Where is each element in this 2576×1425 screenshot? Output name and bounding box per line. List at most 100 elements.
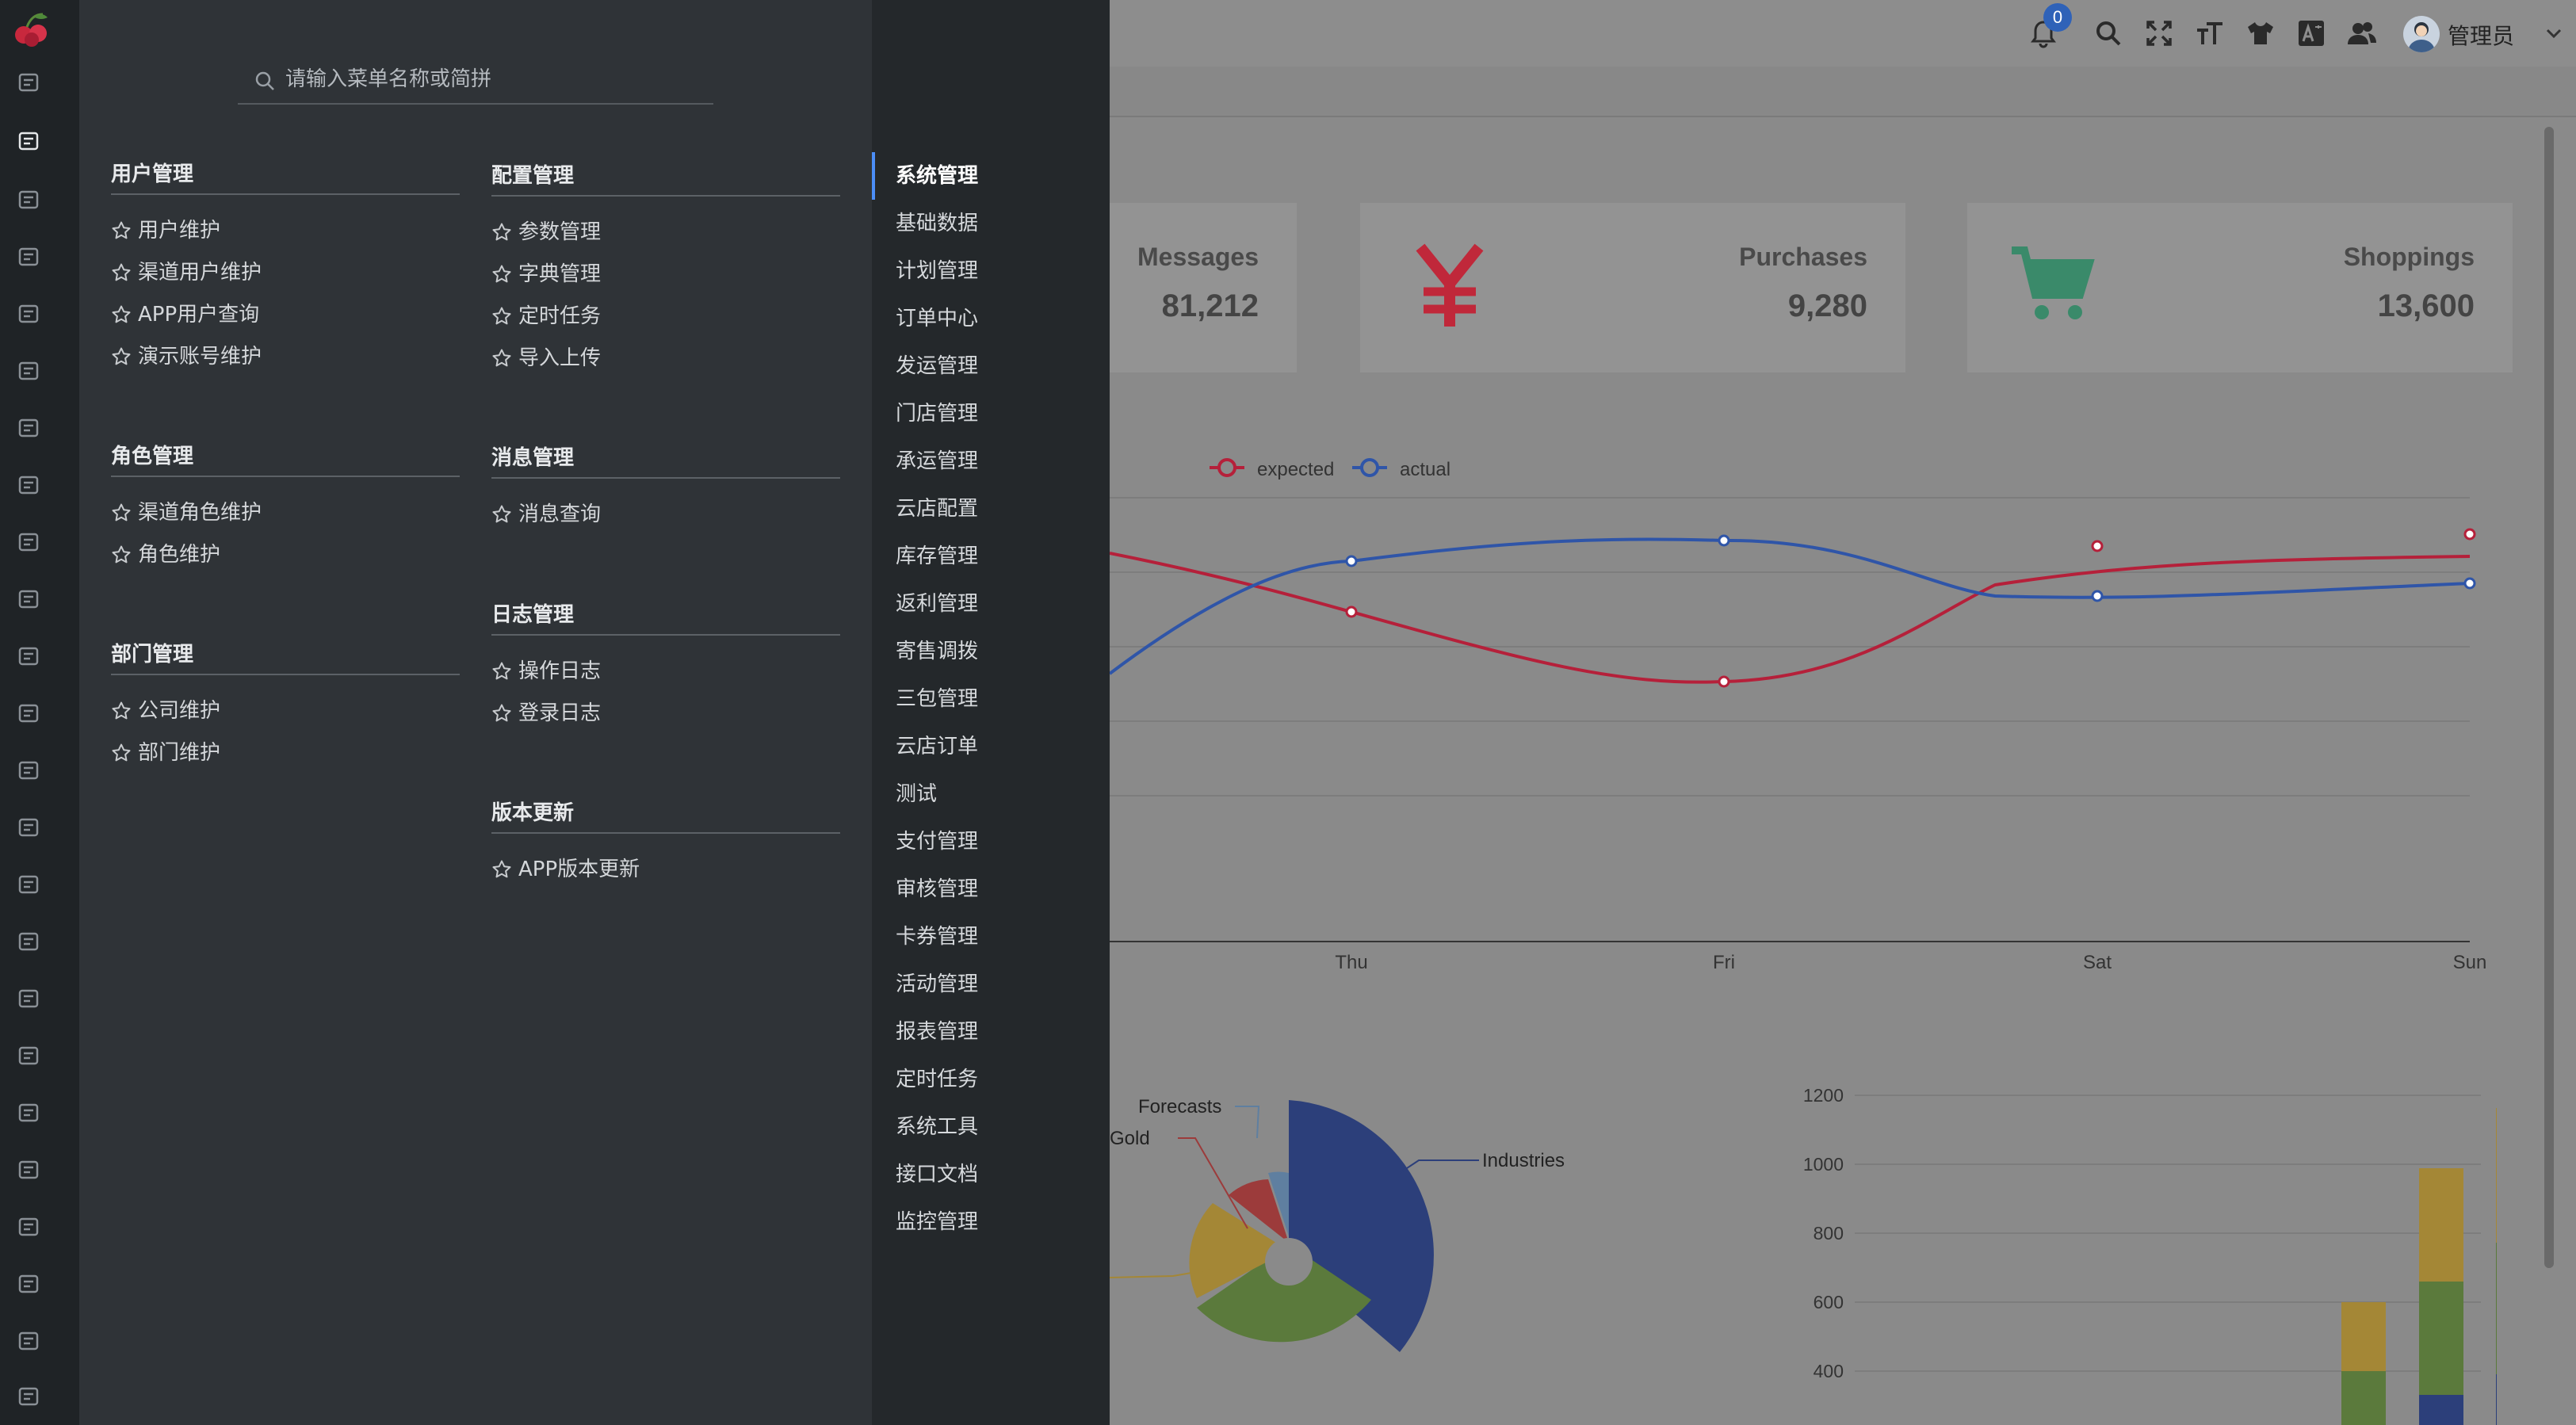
avatar[interactable] (2403, 16, 2440, 52)
tag-icon[interactable] (14, 1041, 43, 1070)
clock-icon[interactable] (14, 1213, 43, 1241)
category-item[interactable]: 审核管理 (896, 877, 979, 901)
menu-item[interactable]: 消息查询 (491, 502, 840, 544)
menu-item[interactable]: 字典管理 (491, 262, 840, 304)
star-icon[interactable] (111, 346, 132, 367)
star-icon[interactable] (491, 348, 512, 369)
file-icon[interactable] (14, 642, 43, 670)
menu-item[interactable]: 登录日志 (491, 701, 840, 743)
refresh-icon[interactable] (14, 870, 43, 899)
monitor-icon[interactable] (14, 1382, 43, 1411)
category-item[interactable]: 返利管理 (896, 592, 979, 616)
star-icon[interactable] (111, 502, 132, 523)
star-icon[interactable] (491, 264, 512, 285)
font-size-icon[interactable] (2194, 17, 2226, 49)
category-item[interactable]: 承运管理 (896, 449, 979, 473)
tag-hand-icon[interactable] (14, 756, 43, 785)
stat-card-shoppings[interactable]: Shoppings 13,600 (1967, 203, 2513, 372)
cloud-icon[interactable] (14, 813, 43, 842)
users-icon[interactable] (2346, 17, 2378, 49)
stat-card-purchases[interactable]: Purchases 9,280 (1360, 203, 1905, 372)
star-icon[interactable] (111, 701, 132, 721)
category-item[interactable]: 卡券管理 (896, 925, 979, 949)
fullscreen-icon[interactable] (2143, 17, 2175, 49)
gift-icon[interactable] (14, 1098, 43, 1127)
category-item[interactable]: 接口文档 (896, 1163, 979, 1186)
category-item[interactable]: 库存管理 (896, 544, 979, 568)
chevron-down-icon[interactable] (2543, 22, 2565, 44)
list-icon[interactable] (14, 68, 43, 97)
category-item[interactable]: 寄售调拨 (896, 640, 979, 663)
stat-card-messages[interactable]: Messages 81,212 (1110, 203, 1297, 372)
menu-item[interactable]: 用户维护 (111, 219, 460, 261)
scrollbar[interactable] (2544, 127, 2554, 1268)
category-item[interactable]: 云店配置 (896, 497, 979, 521)
star-icon[interactable] (491, 306, 512, 327)
category-item[interactable]: 报表管理 (896, 1020, 979, 1044)
puzzle-icon[interactable] (14, 1270, 43, 1298)
menu-item[interactable]: APP版本更新 (491, 858, 840, 900)
category-item[interactable]: 活动管理 (896, 972, 979, 996)
building-icon[interactable] (14, 699, 43, 728)
menu-item-label: 角色维护 (138, 543, 221, 567)
category-item[interactable]: 云店订单 (896, 735, 979, 758)
house-icon[interactable] (14, 585, 43, 613)
category-item[interactable]: 系统管理 (872, 152, 1110, 200)
star-icon[interactable] (491, 859, 512, 880)
legend[interactable]: expected actual (1210, 458, 1450, 480)
search-icon[interactable] (2093, 17, 2124, 49)
translate-icon[interactable] (2295, 17, 2327, 49)
menu-item[interactable]: 导入上传 (491, 346, 840, 388)
star-icon[interactable] (111, 262, 132, 283)
menu-item[interactable]: 公司维护 (111, 699, 460, 741)
menu-item[interactable]: 操作日志 (491, 659, 840, 701)
category-item[interactable]: 定时任务 (896, 1068, 979, 1091)
menu-search[interactable] (238, 55, 713, 105)
menu-item[interactable]: 演示账号维护 (111, 345, 460, 387)
star-icon[interactable] (111, 220, 132, 241)
menu-item[interactable]: 渠道角色维护 (111, 501, 460, 543)
gear-icon[interactable] (14, 127, 43, 155)
category-item[interactable]: 发运管理 (896, 354, 979, 378)
menu-item[interactable]: 部门维护 (111, 741, 460, 783)
user-name[interactable]: 管理员 (2448, 23, 2515, 49)
legend-label: expected (1257, 459, 1334, 480)
search-input[interactable] (285, 63, 698, 95)
category-item[interactable]: 监控管理 (896, 1210, 979, 1234)
theme-shirt-icon[interactable] (2245, 17, 2276, 49)
star-icon[interactable] (491, 504, 512, 525)
category-item[interactable]: 测试 (896, 782, 938, 806)
search-list-icon[interactable] (14, 927, 43, 956)
truck-icon[interactable] (14, 357, 43, 385)
star-icon[interactable] (111, 743, 132, 763)
category-item[interactable]: 基础数据 (896, 212, 979, 235)
store-icon[interactable] (14, 414, 43, 442)
chat-icon[interactable] (14, 471, 43, 499)
menu-item[interactable]: 角色维护 (111, 543, 460, 585)
category-item[interactable]: 订单中心 (896, 307, 979, 330)
document-icon[interactable] (14, 300, 43, 328)
stamp-icon[interactable] (14, 984, 43, 1013)
settings-gear-icon[interactable] (14, 528, 43, 556)
bar-chart-icon[interactable] (14, 1156, 43, 1184)
category-list: 系统管理基础数据计划管理订单中心发运管理门店管理承运管理云店配置库存管理返利管理… (872, 0, 1110, 1425)
category-item[interactable]: 三包管理 (896, 687, 979, 711)
star-icon[interactable] (491, 703, 512, 724)
category-item[interactable]: 系统工具 (896, 1115, 979, 1139)
star-icon[interactable] (111, 544, 132, 565)
star-icon[interactable] (491, 661, 512, 682)
menu-item-label: 登录日志 (518, 701, 602, 725)
menu-item[interactable]: 定时任务 (491, 304, 840, 346)
link-icon[interactable] (14, 1327, 43, 1355)
star-icon[interactable] (111, 304, 132, 325)
calendar-icon[interactable] (14, 243, 43, 271)
home-gear-icon[interactable] (14, 185, 43, 214)
menu-item[interactable]: APP用户查询 (111, 303, 460, 345)
menu-item[interactable]: 渠道用户维护 (111, 261, 460, 303)
category-item[interactable]: 支付管理 (896, 830, 979, 854)
menu-item[interactable]: 参数管理 (491, 220, 840, 262)
category-item[interactable]: 门店管理 (896, 402, 979, 426)
group-role-management: 角色管理 渠道角色维护 角色维护 (111, 441, 460, 585)
star-icon[interactable] (491, 222, 512, 243)
category-item[interactable]: 计划管理 (896, 259, 979, 283)
